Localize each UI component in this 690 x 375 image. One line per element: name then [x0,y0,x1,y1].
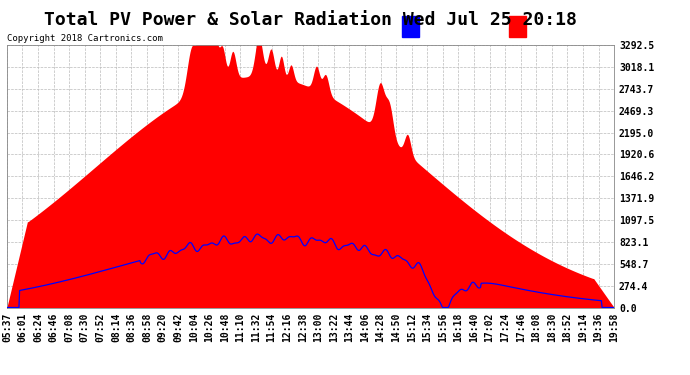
Text: Total PV Power & Solar Radiation Wed Jul 25 20:18: Total PV Power & Solar Radiation Wed Jul… [44,11,577,29]
Text: Radiation (w/m2): Radiation (w/m2) [424,22,510,31]
Text: Copyright 2018 Cartronics.com: Copyright 2018 Cartronics.com [7,34,163,43]
FancyBboxPatch shape [509,16,526,37]
Text: PV Panels (DC Watts): PV Panels (DC Watts) [531,22,638,31]
FancyBboxPatch shape [402,16,420,37]
